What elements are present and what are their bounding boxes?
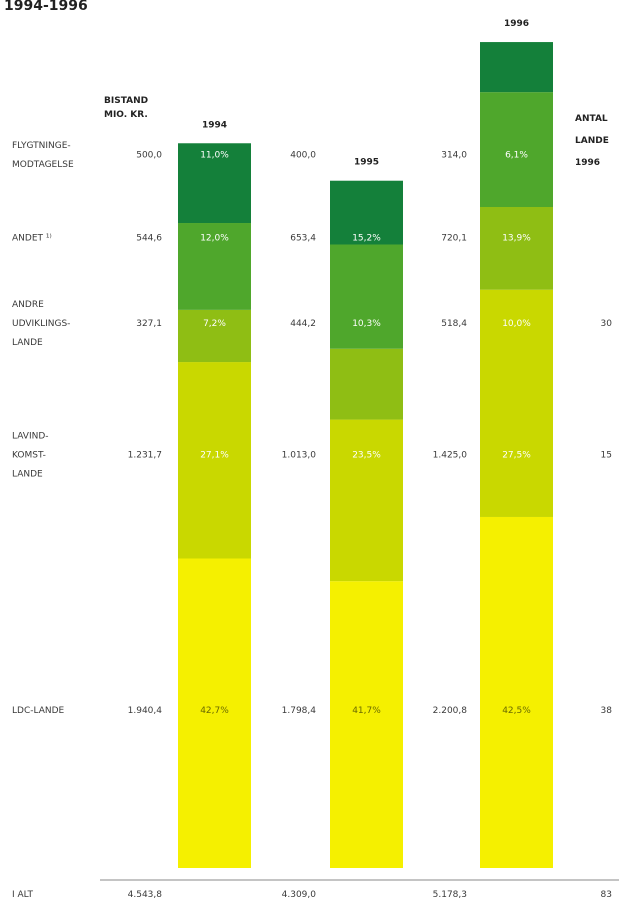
bar-segment [178,143,251,224]
series-label: LDC-LANDE [12,706,65,716]
value-label: 327,1 [136,319,162,329]
series-label: ANDET ¹⁾ [12,234,52,244]
value-label: 653,4 [290,234,316,244]
value-label: 314,0 [441,150,467,160]
category-label: 1995 [354,158,379,168]
series-label: FLYGTNINGE-MODTAGELSE [12,141,74,170]
bar-segment [480,42,553,93]
percent-label: 11,0% [200,150,229,160]
value-label: 720,1 [441,234,467,244]
total-antal: 83 [601,890,612,900]
value-label: 1.425,0 [433,451,468,461]
total-value: 5.178,3 [433,890,467,900]
percent-label: 42,7% [200,706,229,716]
bar-segment [178,362,251,559]
bar-segment [330,581,403,868]
bars-group [178,42,553,868]
percent-label: 15,2% [352,234,381,244]
percent-label: 12,0% [200,234,229,244]
value-label: 1.013,0 [282,451,317,461]
right-header-line: LANDE [575,136,609,146]
bar-segment [480,289,553,517]
antal-label: 38 [601,706,613,716]
antal-lande-header: ANTAL LANDE 1996 [575,114,609,168]
bistand-header: BISTAND MIO. KR. [104,96,148,120]
percent-label: 10,3% [352,319,381,329]
percent-label: 9,3% [355,150,378,160]
percent-label: 42,5% [502,706,531,716]
value-label: 444,2 [290,319,316,329]
value-label: 1.231,7 [128,451,162,461]
percent-label: 7,2% [203,319,226,329]
percent-label: 6,1% [505,150,528,160]
left-header-line: MIO. KR. [104,110,148,120]
value-label: 1.798,4 [282,706,317,716]
bar-segment [178,309,251,363]
series-label: LAVIND-KOMST-LANDE [12,432,49,480]
antal-label: 15 [601,451,612,461]
value-label: 518,4 [441,319,467,329]
value-label: 400,0 [290,150,316,160]
series-label: ANDRE UDVIKLINGS-LANDE [12,300,70,348]
total-value: 4.309,0 [282,890,317,900]
bar-segment [330,348,403,420]
bar-segment [178,223,251,310]
category-label: 1996 [504,19,529,29]
bar-segment [480,516,553,868]
bar-segment [480,92,553,208]
right-header-line: ANTAL [575,114,608,124]
left-header-line: BISTAND [104,96,148,106]
bar-segment [330,180,403,245]
chart-title: 1994-1996 [4,0,88,14]
value-label: 500,0 [136,150,162,160]
bar-segment [178,558,251,868]
percent-label: 27,1% [200,451,229,461]
percent-label: 13,9% [502,234,531,244]
percent-label: 27,5% [502,451,531,461]
labels-group: 1994 1995 1996 LDC-LANDE 1.940,4 42,7% 1.798,4… [12,19,612,716]
percent-label: 23,5% [352,451,381,461]
right-header-line: 1996 [575,158,600,168]
totals-row: I ALT 4.543,8 4.309,0 5.178,3 83 [12,890,612,900]
antal-label: 30 [601,319,613,329]
category-label: 1994 [202,120,227,130]
bar-segment [480,207,553,290]
bar-segment [330,244,403,349]
bar-segment [330,419,403,582]
value-label: 544,6 [136,234,162,244]
total-value: 4.543,8 [128,890,163,900]
percent-label: 41,7% [352,706,381,716]
total-label: I ALT [12,890,33,900]
percent-label: 10,0% [502,319,531,329]
value-label: 1.940,4 [128,706,163,716]
value-label: 2.200,8 [433,706,468,716]
